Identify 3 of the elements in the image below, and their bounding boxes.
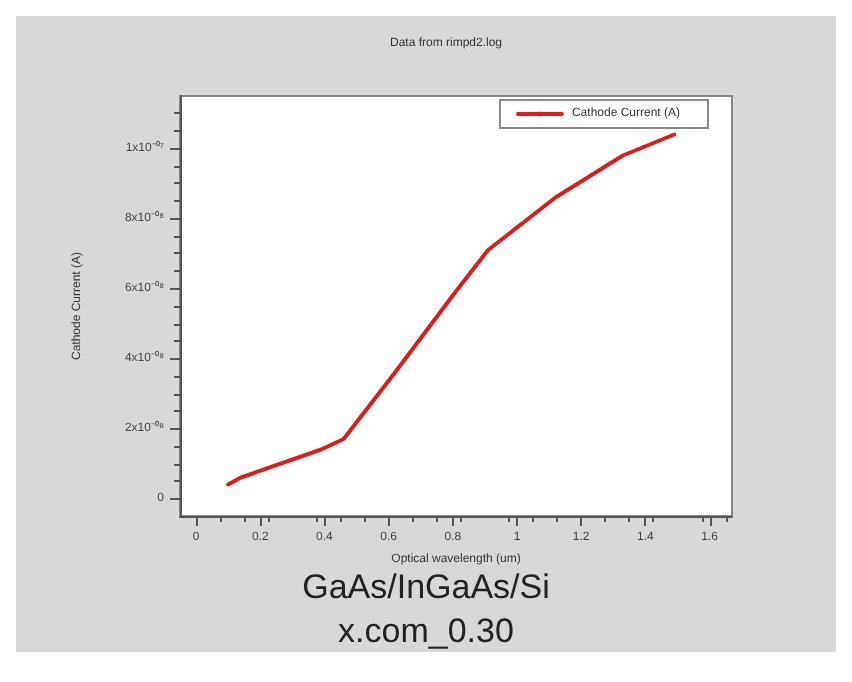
text: GaAs/InGaAs/Si xyxy=(302,568,550,606)
text: x.com_0.30 xyxy=(338,612,514,650)
line-series xyxy=(226,132,677,487)
